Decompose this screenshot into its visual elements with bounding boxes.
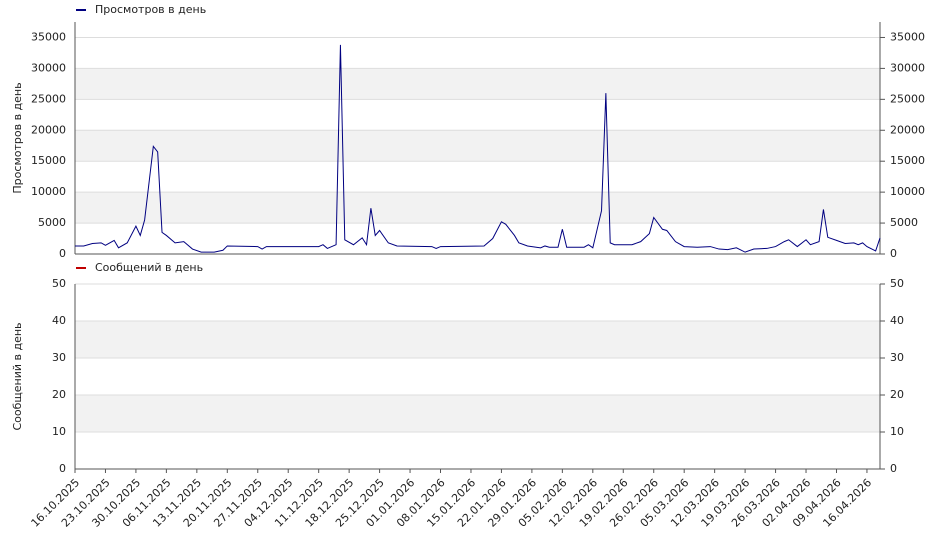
- y-tick-label: 10: [52, 425, 66, 438]
- y2-tick-label: 10000: [890, 185, 925, 198]
- legend-label: Просмотров в день: [95, 3, 206, 16]
- y2-tick-label: 0: [890, 247, 897, 260]
- y-axis-label: Сообщений в день: [11, 322, 24, 430]
- y-tick-label: 25000: [31, 92, 66, 105]
- y-tick-label: 50: [52, 277, 66, 290]
- y-tick-label: 40: [52, 314, 66, 327]
- y2-tick-label: 40: [890, 314, 904, 327]
- y2-tick-label: 25000: [890, 92, 925, 105]
- y-tick-label: 30: [52, 351, 66, 364]
- grid-band: [75, 130, 880, 162]
- y-tick-label: 5000: [38, 216, 66, 229]
- y-tick-label: 0: [59, 247, 66, 260]
- grid-band: [75, 321, 880, 358]
- series-line: [75, 44, 881, 253]
- y2-tick-label: 20: [890, 388, 904, 401]
- y-axis-label: Просмотров в день: [11, 82, 24, 193]
- y2-tick-label: 30: [890, 351, 904, 364]
- y-tick-label: 30000: [31, 61, 66, 74]
- y2-tick-label: 20000: [890, 123, 925, 136]
- grid-band: [75, 68, 880, 100]
- y2-tick-label: 0: [890, 462, 897, 475]
- y-tick-label: 20000: [31, 123, 66, 136]
- y2-tick-label: 30000: [890, 61, 925, 74]
- y-tick-label: 15000: [31, 154, 66, 167]
- y-tick-label: 20: [52, 388, 66, 401]
- grid-band: [75, 192, 880, 224]
- y-tick-label: 10000: [31, 185, 66, 198]
- grid-band: [75, 395, 880, 432]
- y2-tick-label: 35000: [890, 30, 925, 43]
- y2-tick-label: 5000: [890, 216, 918, 229]
- y-tick-label: 35000: [31, 30, 66, 43]
- y-tick-label: 0: [59, 462, 66, 475]
- y2-tick-label: 50: [890, 277, 904, 290]
- legend-label: Сообщений в день: [95, 261, 203, 274]
- y2-tick-label: 10: [890, 425, 904, 438]
- y2-tick-label: 15000: [890, 154, 925, 167]
